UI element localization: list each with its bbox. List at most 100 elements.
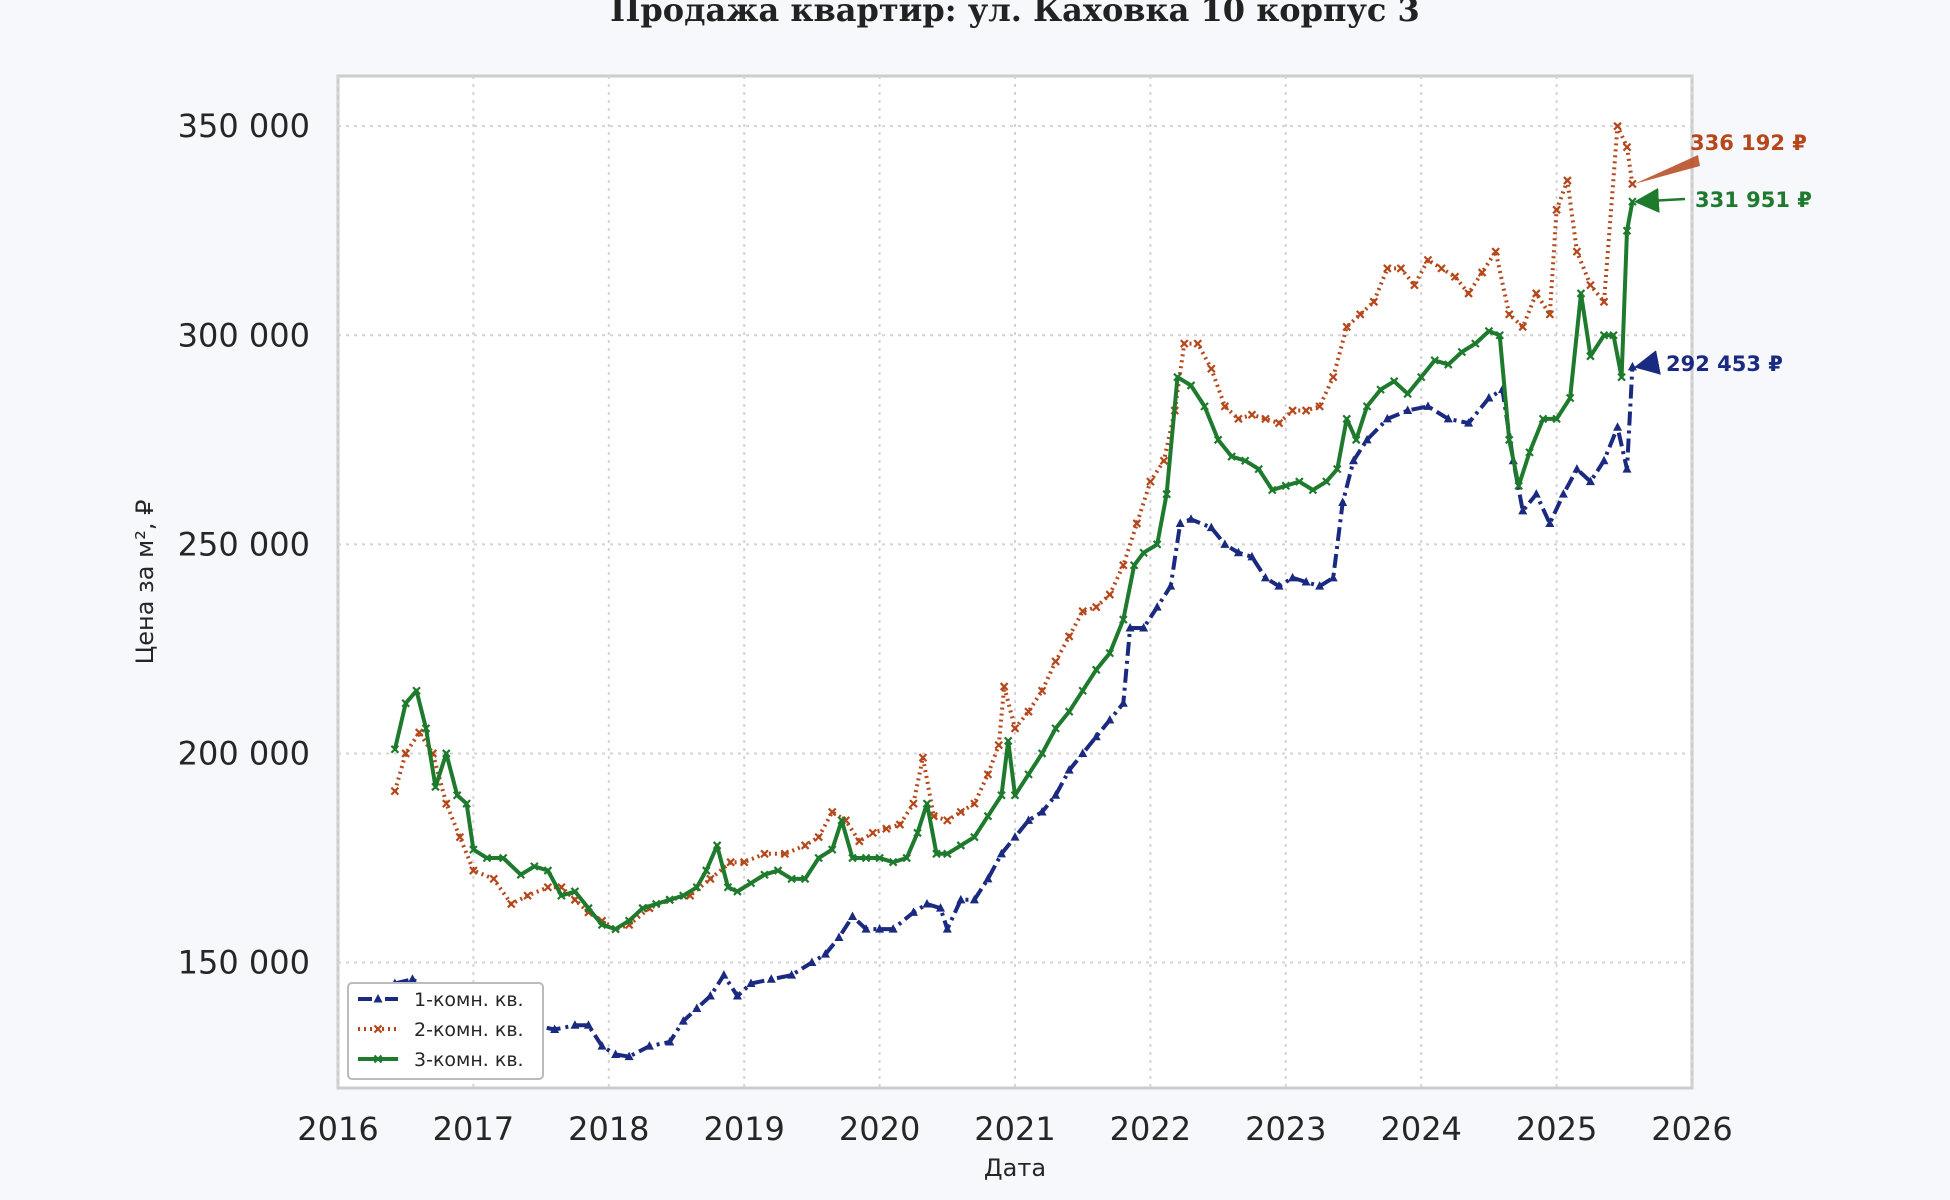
data-point — [1342, 414, 1352, 424]
data-point — [1288, 572, 1298, 582]
data-point — [760, 849, 769, 859]
data-point — [1396, 264, 1406, 273]
data-point — [1179, 339, 1189, 348]
data-point — [1234, 414, 1243, 424]
data-point — [943, 849, 952, 859]
data-point — [1322, 477, 1331, 486]
data-point — [1105, 590, 1115, 599]
data-point — [1355, 310, 1365, 319]
data-point — [1563, 176, 1572, 185]
data-point — [996, 848, 1006, 858]
data-point — [401, 698, 410, 708]
data-point — [1091, 602, 1101, 612]
data-point — [1003, 736, 1013, 746]
data-point — [1514, 481, 1523, 491]
data-point — [908, 907, 918, 916]
data-point — [970, 832, 979, 842]
data-point — [1206, 522, 1216, 532]
data-point — [1622, 226, 1632, 236]
data-point — [516, 870, 526, 880]
data-point — [733, 887, 742, 896]
data-point — [1599, 330, 1609, 340]
data-point — [820, 949, 830, 958]
data-point — [882, 824, 891, 834]
data-point — [1613, 121, 1622, 131]
annotations: 336 192 ₽ 331 951 ₽ 292 453 ₽ — [1633, 131, 1812, 376]
data-point — [1464, 418, 1474, 427]
data-point — [956, 841, 966, 850]
y-tick-label: 300 000 — [178, 316, 310, 354]
data-point — [1552, 205, 1561, 215]
data-point — [624, 916, 634, 926]
data-point — [1281, 481, 1291, 491]
data-point — [1010, 832, 1020, 841]
data-point — [1484, 326, 1494, 336]
data-point — [1495, 330, 1505, 340]
data-point — [814, 853, 823, 863]
data-point — [1051, 657, 1060, 666]
data-point — [1423, 401, 1433, 410]
data-point — [1351, 435, 1361, 445]
data-point — [1091, 665, 1101, 675]
data-point — [1240, 456, 1250, 466]
x-axis-label: Дата — [984, 1154, 1046, 1182]
data-point — [1118, 698, 1128, 707]
data-point — [943, 816, 952, 825]
data-point — [1064, 707, 1074, 716]
data-point — [543, 866, 553, 875]
legend-items: 1-комн. кв. 2-комн. кв. 3-комн. кв. — [358, 989, 524, 1071]
data-point — [1132, 519, 1142, 528]
data-point — [1260, 572, 1270, 582]
data-point — [390, 786, 400, 796]
data-point — [412, 686, 421, 696]
grid — [337, 76, 1693, 1088]
data-point — [875, 924, 885, 933]
data-point — [1423, 255, 1433, 265]
data-point — [1609, 330, 1618, 340]
y-axis-ticks: 150 000 200 000 250 000 300 000 350 000 — [178, 107, 310, 981]
data-point — [401, 749, 410, 758]
data-point — [1558, 489, 1568, 498]
data-point — [969, 894, 979, 904]
data-point — [373, 1024, 383, 1034]
legend-label: 3-комн. кв. — [414, 1049, 524, 1071]
data-point — [1159, 456, 1169, 466]
x-tick-label: 2017 — [433, 1110, 514, 1148]
data-point — [543, 882, 553, 892]
data-point — [1024, 770, 1033, 779]
data-point — [1484, 393, 1494, 402]
data-point — [922, 899, 932, 908]
data-point — [1531, 489, 1541, 498]
data-point — [1389, 376, 1399, 386]
data-point — [390, 744, 400, 754]
data-point — [932, 849, 941, 859]
data-point — [702, 866, 711, 875]
data-point — [1532, 289, 1541, 298]
data-point — [942, 924, 952, 933]
data-point — [1254, 464, 1263, 474]
data-point — [834, 932, 844, 941]
data-point — [507, 899, 516, 909]
data-point — [1382, 413, 1392, 423]
data-point — [1613, 422, 1623, 431]
data-point — [1024, 815, 1034, 824]
data-point — [1139, 623, 1149, 632]
data-point — [1586, 280, 1595, 290]
annotation-arrow — [1633, 350, 1661, 375]
data-point — [1274, 581, 1284, 590]
data-point — [611, 924, 620, 934]
data-point — [918, 753, 928, 762]
data-point — [1504, 435, 1514, 445]
x-tick-label: 2022 — [1110, 1110, 1191, 1148]
data-point — [983, 770, 993, 779]
data-point — [1200, 402, 1209, 411]
data-point — [1437, 264, 1446, 273]
data-point — [983, 811, 993, 821]
data-point — [1545, 518, 1555, 527]
data-point — [1599, 455, 1609, 465]
y-tick-label: 350 000 — [178, 107, 310, 145]
data-point — [1416, 372, 1426, 382]
data-point — [1175, 518, 1185, 527]
data-point — [875, 853, 884, 863]
data-point — [760, 870, 769, 880]
